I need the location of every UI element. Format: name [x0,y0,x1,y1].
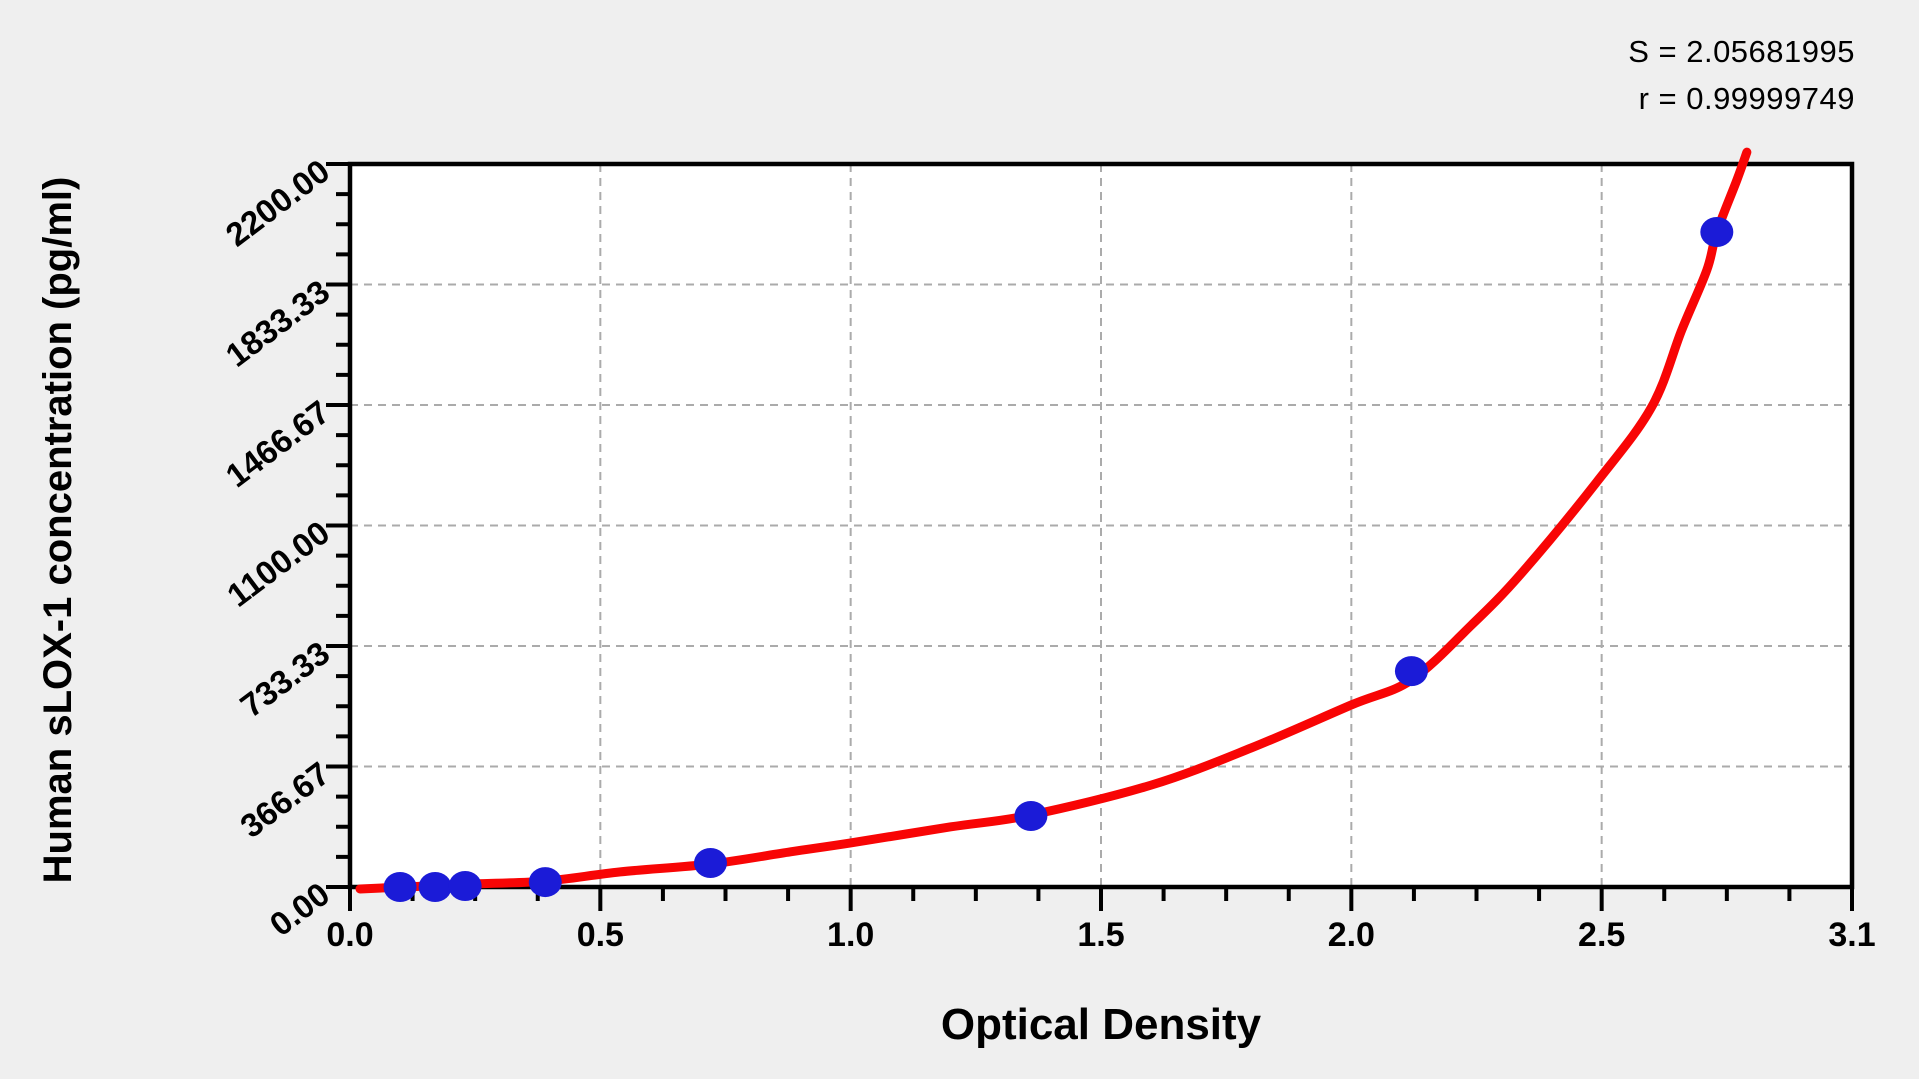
y-tick-label: 1466.67 [219,393,337,494]
data-point [448,871,482,902]
y-tick-label: 366.67 [233,755,336,845]
y-tick-label: 2200.00 [219,152,337,253]
data-point [418,872,452,902]
y-tick-label: 0.00 [263,875,337,943]
y-axis-title: Human sLOX-1 concentration (pg/ml) [36,176,80,884]
data-point [528,867,562,898]
y-tick-label: 1833.33 [219,273,337,374]
standard-curve-line [355,147,1752,894]
correlation-stat: r = 0.99999749 [1638,81,1855,116]
x-tick-label: 0.0 [326,916,373,954]
y-tick-label: 1100.00 [220,514,336,614]
x-tick-label: 1.0 [827,916,874,954]
y-tick-label: 733.33 [233,634,336,724]
data-point [1394,656,1428,687]
data-point [693,848,727,879]
slope-stat: S = 2.05681995 [1628,34,1855,69]
x-tick-label: 2.0 [1328,916,1375,954]
x-tick-label: 3.1 [1828,916,1875,954]
data-point [1014,801,1048,832]
data-point [1700,217,1734,248]
fit-statistics: S = 2.05681995 r = 0.99999749 [1628,28,1855,122]
x-tick-label: 2.5 [1578,916,1625,954]
x-axis-title: Optical Density [940,1000,1262,1049]
data-point [383,872,417,902]
x-tick-label: 1.5 [1077,916,1124,954]
x-tick-label: 0.5 [577,916,624,954]
